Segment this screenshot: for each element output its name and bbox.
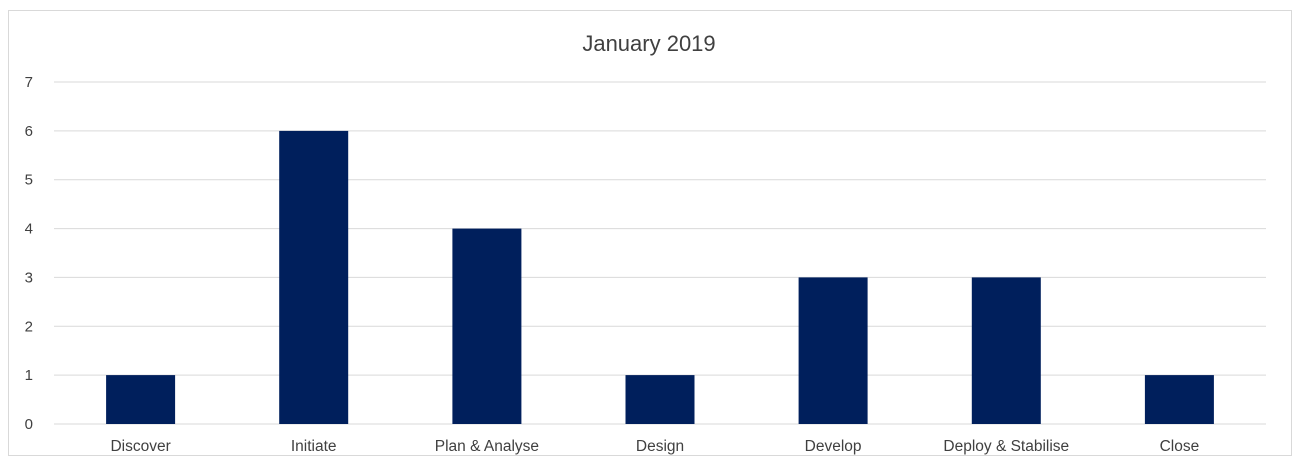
x-category-label: Initiate (291, 438, 337, 455)
x-category-label: Plan & Analyse (435, 438, 539, 455)
x-category-label: Deploy & Stabilise (943, 438, 1069, 455)
x-axis-categories: Discover Initiate Plan & Analyse Design Deve… (110, 438, 1199, 455)
x-category-label: Design (636, 438, 684, 455)
y-tick-label: 0 (25, 416, 33, 433)
y-tick-label: 3 (25, 269, 33, 286)
bar-initiate (279, 130, 349, 424)
gridlines (54, 81, 1266, 425)
bar-deploy-stabilise (971, 277, 1041, 424)
y-tick-label: 6 (25, 123, 33, 140)
x-category-label: Discover (110, 438, 170, 455)
bar-design (625, 375, 695, 424)
bar-develop (798, 277, 868, 424)
bar-plan-analyse (452, 228, 522, 424)
bar-close (1144, 375, 1214, 424)
x-category-label: Close (1160, 438, 1200, 455)
y-tick-label: 1 (25, 367, 33, 384)
x-category-label: Develop (805, 438, 862, 455)
bar-discover (106, 375, 176, 424)
y-axis-ticks: 0 1 2 3 4 5 6 7 (25, 74, 33, 433)
bars (106, 130, 1214, 424)
y-tick-label: 7 (25, 74, 33, 91)
y-tick-label: 2 (25, 318, 33, 335)
y-tick-label: 5 (25, 172, 33, 189)
chart-title: January 2019 (582, 31, 715, 56)
y-tick-label: 4 (25, 221, 33, 238)
